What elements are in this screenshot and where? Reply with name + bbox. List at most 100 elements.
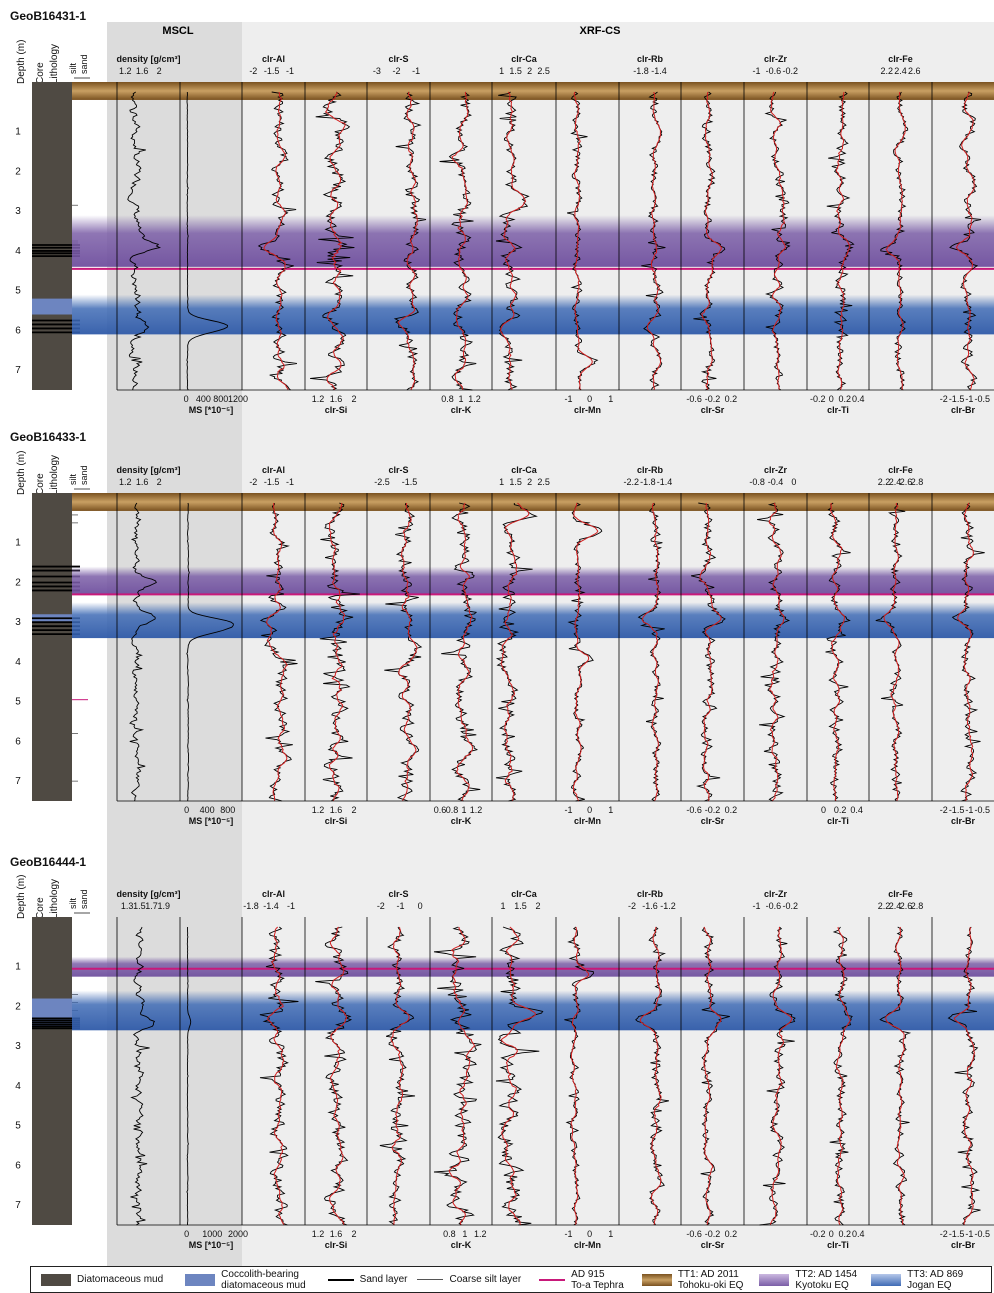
- axis-tick-label: -1: [564, 394, 572, 404]
- axis-tick-label: 1.6: [136, 66, 149, 76]
- raw-curve: [315, 926, 353, 1226]
- axis-tick-label: -1: [286, 66, 294, 76]
- axis-tick-label: 2: [527, 477, 532, 487]
- raw-curve: [949, 91, 982, 391]
- legend-swatch-tt1: [641, 1273, 672, 1286]
- legend-label: AD 915 To-a Tephra: [571, 1268, 624, 1291]
- xrf-background: [242, 22, 994, 1266]
- depth-tick-label: 4: [15, 1081, 21, 1092]
- coccolith-interval: [32, 298, 72, 315]
- smoothed-curve: [953, 926, 975, 1226]
- axis-tick-label: 1.9: [158, 901, 171, 911]
- raw-curve: [759, 926, 796, 1226]
- axis-tick-label: -1.2: [660, 901, 676, 911]
- smoothed-curve: [570, 926, 589, 1226]
- smoothed-curve: [883, 502, 900, 802]
- axis-tick-label: 1.2: [312, 394, 325, 404]
- axis-tick-label: 1: [500, 901, 505, 911]
- lithology-column-title: Lithology: [49, 44, 60, 84]
- axis-tick-label: -0.5: [975, 805, 991, 815]
- column-axis-title: clr-Br: [951, 405, 976, 415]
- axis-tick-label: 0: [418, 901, 423, 911]
- axis-tick-label: -1.5: [402, 477, 418, 487]
- column-axis-title: clr-Si: [325, 1240, 348, 1250]
- axis-tick-label: -0.6: [766, 66, 782, 76]
- axis-tick-label: 2.2: [878, 477, 891, 487]
- axis-tick-label: -0.6: [766, 901, 782, 911]
- tt3-band: [72, 602, 994, 639]
- axis-tick-label: 0.2: [725, 1229, 738, 1239]
- axis-tick-label: 0.2: [725, 805, 738, 815]
- axis-tick-label: -0.2: [810, 1229, 826, 1239]
- axis-tick-label: 2.4: [889, 477, 902, 487]
- column-axis-title: clr-Fe: [888, 889, 913, 899]
- core-panel: GeoB16431-1 Depth (m) Core Lithology silt san…: [10, 9, 994, 415]
- grain-silt-label: silt: [68, 63, 78, 74]
- axis-tick-label: 0.4: [852, 394, 865, 404]
- axis-tick-label: 1.2: [119, 66, 132, 76]
- depth-tick-label: 1: [15, 538, 21, 549]
- axis-tick-label: 0.8: [446, 805, 459, 815]
- tt2-band: [72, 956, 994, 977]
- depth-axis-title: Depth (m): [16, 875, 27, 919]
- smoothed-curve: [957, 502, 974, 802]
- smoothed-curve: [266, 502, 288, 801]
- smoothed-curve: [397, 91, 418, 391]
- axis-tick-label: 2.6: [900, 901, 913, 911]
- column-axis-title: clr-Si: [325, 405, 348, 415]
- core-column-title: Core: [35, 62, 46, 84]
- axis-tick-label: -1.8: [640, 477, 656, 487]
- axis-tick-label: -2: [377, 901, 385, 911]
- axis-tick-label: -2.5: [374, 477, 390, 487]
- raw-curve: [257, 91, 297, 391]
- smoothed-curve: [701, 91, 723, 391]
- tt1-band: [72, 493, 994, 511]
- tt1-band: [72, 82, 994, 100]
- axis-tick-label: -0.2: [810, 394, 826, 404]
- axis-tick-label: 1.6: [330, 805, 343, 815]
- axis-tick-label: -1: [965, 394, 973, 404]
- mscl-background: [107, 22, 242, 1266]
- depth-tick-label: 7: [15, 776, 21, 787]
- column-axis-title: clr-Fe: [888, 54, 913, 64]
- column-axis-title: clr-K: [451, 1240, 472, 1250]
- axis-tick-label: 2: [157, 66, 162, 76]
- raw-curve: [393, 91, 427, 391]
- smoothed-curve: [573, 91, 593, 391]
- raw-curve: [186, 926, 192, 1225]
- axis-tick-label: 1: [458, 394, 463, 404]
- column-axis-title: clr-Al: [262, 465, 285, 475]
- xrf-group-header: XRF-CS: [580, 25, 621, 37]
- tt2-band: [72, 215, 994, 267]
- core-panel: GeoB16444-1 Depth (m) Core Lithology silt san…: [10, 855, 994, 1250]
- axis-tick-label: -1: [396, 901, 404, 911]
- smoothed-curve: [835, 91, 851, 391]
- axis-tick-label: 1.2: [312, 1229, 325, 1239]
- depth-tick-label: 2: [15, 1001, 21, 1012]
- axis-tick-label: -1.6: [642, 901, 658, 911]
- column-axis-title: clr-Br: [951, 816, 976, 826]
- column-axis-title: clr-Sr: [701, 816, 725, 826]
- axis-tick-label: -1: [965, 805, 973, 815]
- axis-tick-label: -1: [752, 66, 760, 76]
- axis-tick-label: -1.8: [243, 901, 259, 911]
- core-column-title: Core: [35, 897, 46, 919]
- core-title: GeoB16444-1: [10, 855, 86, 869]
- axis-tick-label: 1: [499, 477, 504, 487]
- axis-tick-label: 1.2: [470, 805, 483, 815]
- axis-tick-label: 2000: [228, 1229, 248, 1239]
- axis-tick-label: -2: [940, 394, 948, 404]
- axis-tick-label: 1.2: [474, 1229, 487, 1239]
- smoothed-curve: [324, 91, 346, 390]
- column-axis-title: clr-Fe: [888, 465, 913, 475]
- legend-label: Coccolith-bearing diatomaceous mud: [221, 1268, 306, 1291]
- column-axis-title: clr-Br: [951, 1240, 976, 1250]
- raw-curve: [829, 926, 853, 1226]
- legend-swatch-coccolith: [185, 1273, 216, 1286]
- legend-swatch-mud: [41, 1273, 71, 1286]
- axis-tick-label: -2: [940, 1229, 948, 1239]
- smoothed-curve: [955, 91, 975, 391]
- smoothed-curve: [573, 502, 599, 802]
- smoothed-curve: [769, 927, 793, 1226]
- axis-tick-label: 2.5: [537, 66, 550, 76]
